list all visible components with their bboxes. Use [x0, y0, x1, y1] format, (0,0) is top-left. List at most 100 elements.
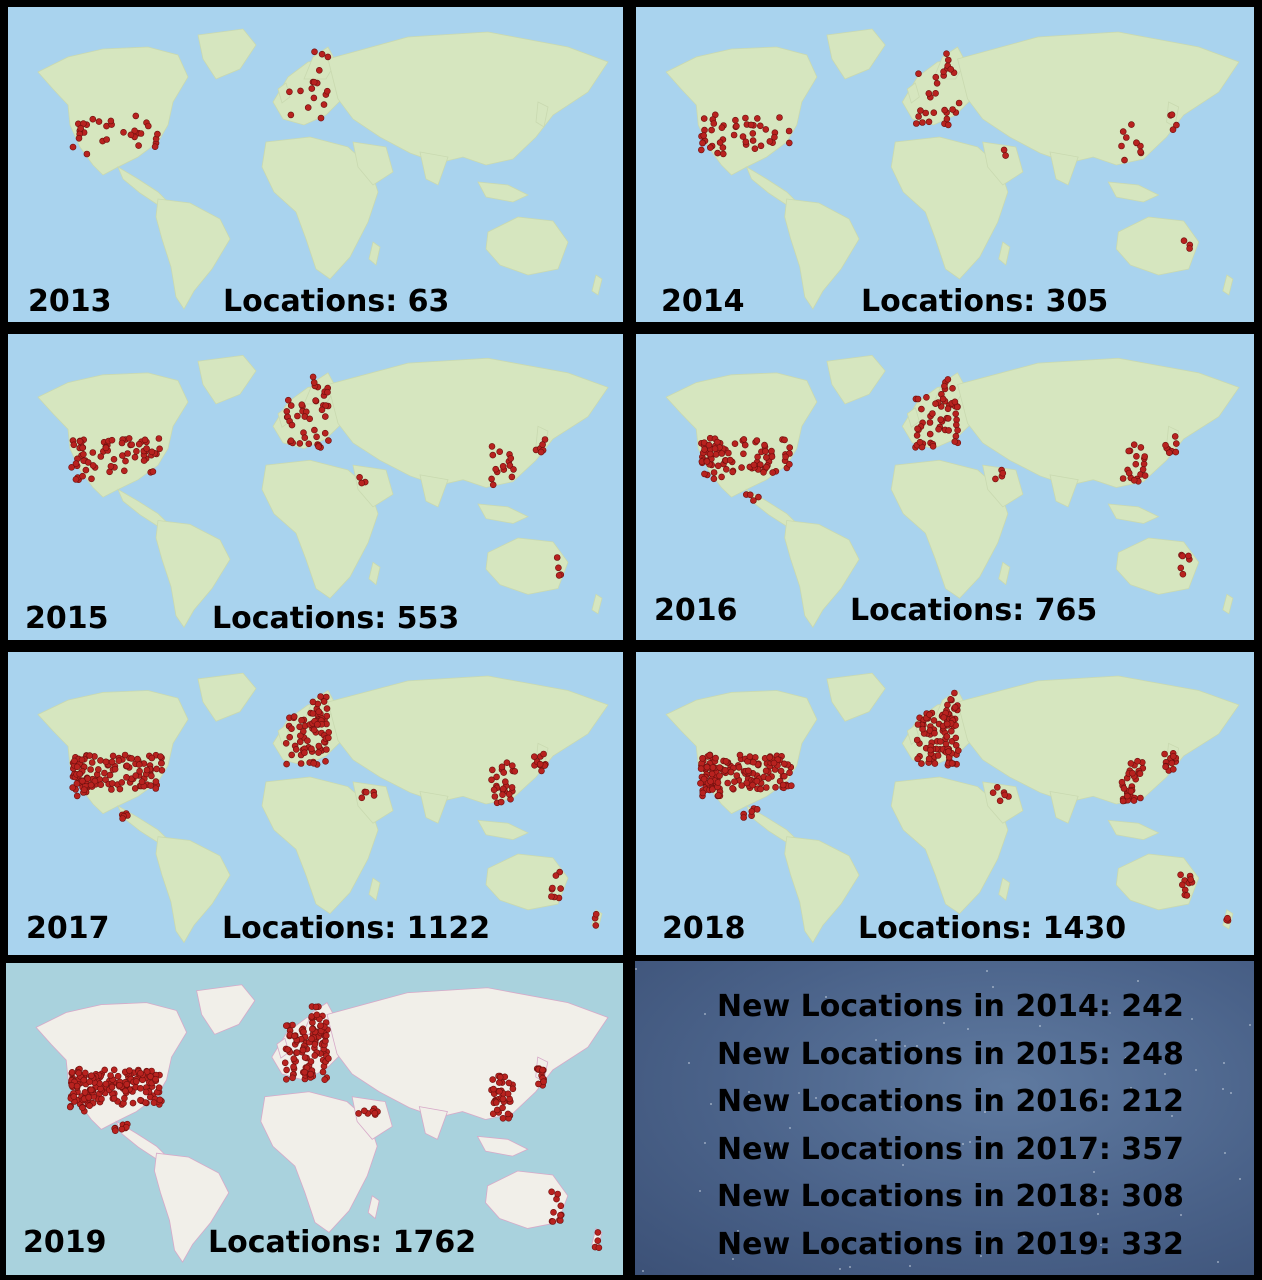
location-marker — [727, 768, 735, 776]
world-map — [8, 652, 623, 955]
location-marker — [292, 746, 300, 753]
location-marker — [321, 413, 329, 420]
location-marker — [137, 130, 145, 137]
location-marker — [508, 784, 516, 791]
star-decoration — [839, 1268, 841, 1270]
location-marker — [934, 752, 942, 759]
location-marker — [75, 135, 83, 142]
location-marker — [925, 90, 933, 97]
landmass — [890, 459, 1009, 599]
location-marker — [947, 65, 955, 73]
location-marker — [735, 764, 743, 771]
location-marker — [151, 143, 159, 150]
location-marker — [89, 449, 97, 456]
star-decoration — [704, 1142, 706, 1144]
location-marker — [317, 693, 324, 700]
location-marker — [301, 434, 309, 441]
star-decoration — [1191, 1018, 1193, 1020]
location-marker — [95, 118, 103, 125]
star-decoration — [1224, 1152, 1226, 1154]
location-marker — [951, 703, 959, 711]
location-marker — [101, 1066, 108, 1074]
location-marker — [308, 1035, 315, 1043]
location-marker — [1172, 448, 1180, 456]
landmass — [476, 1135, 529, 1157]
landmass — [327, 357, 609, 488]
location-marker — [1162, 441, 1169, 449]
location-marker — [489, 481, 497, 489]
location-marker — [740, 436, 748, 443]
location-marker — [1133, 453, 1140, 460]
location-marker — [1171, 433, 1179, 440]
location-marker — [992, 475, 999, 483]
landmass — [1107, 181, 1160, 203]
location-marker — [297, 87, 304, 95]
location-marker — [733, 122, 740, 130]
location-marker — [786, 769, 793, 776]
location-marker — [296, 732, 304, 740]
location-marker — [916, 438, 924, 446]
location-marker — [80, 1076, 88, 1084]
star-decoration — [1217, 1261, 1219, 1263]
location-marker — [111, 765, 119, 773]
location-marker — [86, 1102, 93, 1109]
landmass — [665, 46, 818, 176]
landmass — [261, 459, 379, 599]
location-marker — [304, 737, 311, 744]
location-marker — [152, 778, 160, 785]
location-marker — [931, 729, 938, 737]
locations-count: Locations: 765 — [850, 593, 1098, 628]
location-marker — [315, 742, 323, 750]
location-marker — [371, 1109, 379, 1117]
landmass — [197, 672, 257, 722]
location-marker — [499, 1115, 507, 1122]
star-decoration — [1109, 1012, 1111, 1014]
landmass — [367, 1195, 380, 1220]
location-marker — [317, 114, 325, 122]
location-marker — [725, 449, 732, 457]
location-marker — [1130, 441, 1138, 448]
location-marker — [108, 780, 116, 787]
location-marker — [313, 433, 320, 441]
location-marker — [926, 430, 934, 438]
location-marker — [754, 453, 761, 461]
star-decoration — [1230, 1092, 1232, 1094]
location-marker — [91, 777, 99, 785]
location-marker — [552, 872, 560, 879]
location-marker — [68, 464, 75, 471]
location-marker — [1002, 152, 1009, 159]
location-marker — [134, 755, 141, 763]
location-marker — [712, 754, 719, 762]
star-decoration — [875, 1039, 877, 1041]
location-marker — [951, 689, 958, 697]
new-locations-summary: New Locations in 2014: 242 New Locations… — [635, 961, 1254, 1275]
location-marker — [121, 1094, 128, 1102]
location-marker — [80, 451, 87, 458]
location-marker — [88, 759, 96, 766]
location-marker — [697, 765, 705, 772]
location-marker — [722, 758, 730, 765]
location-markers — [698, 376, 1193, 578]
location-marker — [550, 1209, 557, 1216]
location-marker — [745, 767, 752, 775]
location-marker — [751, 145, 759, 152]
star-decoration — [1093, 1171, 1095, 1173]
location-marker — [108, 758, 116, 766]
location-marker — [786, 139, 793, 147]
location-marker — [156, 445, 163, 453]
location-marker — [496, 1088, 503, 1095]
location-marker — [287, 437, 295, 444]
location-marker — [741, 441, 749, 449]
location-marker — [137, 1096, 144, 1104]
location-marker — [948, 760, 956, 767]
location-marker — [730, 131, 738, 139]
location-marker — [288, 751, 296, 759]
location-marker — [712, 451, 720, 458]
location-marker — [310, 94, 318, 102]
landmass — [327, 31, 609, 166]
star-decoration — [916, 1045, 918, 1047]
location-marker — [71, 757, 78, 765]
location-marker — [768, 453, 776, 460]
location-marker — [718, 473, 725, 481]
location-marker — [319, 1068, 327, 1076]
